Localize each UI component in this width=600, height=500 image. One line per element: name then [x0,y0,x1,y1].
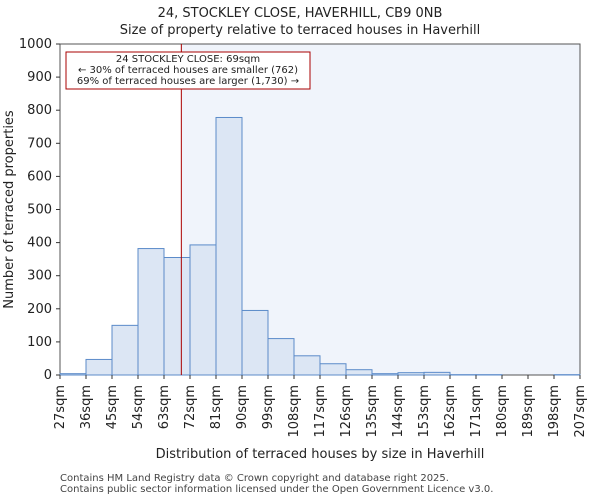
footer-line-2: Contains public sector information licen… [60,484,494,495]
y-tick-label: 400 [27,236,52,251]
histogram-bar [293,355,321,376]
x-tick-label: 108sqm [287,385,302,438]
x-tick-label: 198sqm [547,385,562,438]
histogram-bar [163,256,191,376]
footer-line-1: Contains HM Land Registry data © Crown c… [60,473,449,484]
x-tick-label: 126sqm [339,385,354,438]
histogram-bar [215,116,243,376]
x-tick-label: 90sqm [235,385,250,429]
histogram-bar [189,244,217,376]
y-tick-label: 500 [27,203,52,218]
x-tick-label: 180sqm [495,385,510,438]
x-tick-label: 54sqm [131,385,146,429]
attribution-footer: Contains HM Land Registry data © Crown c… [60,473,493,495]
y-tick-label: 800 [27,103,52,118]
x-tick-label: 63sqm [157,385,172,429]
histogram-bar [397,372,425,376]
y-tick-label: 200 [27,302,52,317]
y-tick-label: 0 [44,368,52,383]
x-tick-label: 45sqm [105,385,120,429]
x-tick-label: 135sqm [365,385,380,438]
histogram-bar [267,338,295,376]
x-axis-label: Distribution of terraced houses by size … [156,447,485,462]
histogram-bar [371,373,399,376]
y-tick-label: 300 [27,269,52,284]
x-tick-label: 207sqm [573,385,588,438]
annotation-line-2: ← 30% of terraced houses are smaller (76… [78,65,298,76]
histogram-bar [137,248,165,376]
y-tick-label: 100 [27,335,52,350]
histogram-bar [241,309,269,376]
chart-subtitle: Size of property relative to terraced ho… [119,23,481,38]
x-tick-label: 27sqm [53,385,68,429]
x-tick-label: 36sqm [79,385,94,429]
x-tick-label: 81sqm [209,385,224,429]
histogram-bar [85,358,113,376]
annotation-line-3: 69% of terraced houses are larger (1,730… [77,76,299,87]
y-tick-label: 900 [27,70,52,85]
histogram-bar [319,363,347,376]
histogram-bar [111,324,139,376]
x-tick-label: 162sqm [443,385,458,438]
histogram-bar [345,369,373,376]
x-tick-label: 189sqm [521,385,536,438]
annotation-line-1: 24 STOCKLEY CLOSE: 69sqm [116,54,260,65]
histogram-bar [59,373,87,376]
x-tick-label: 153sqm [417,385,432,438]
chart-title: 24, STOCKLEY CLOSE, HAVERHILL, CB9 0NB [157,6,443,21]
x-tick-label: 99sqm [261,385,276,429]
y-tick-label: 700 [27,136,52,151]
x-tick-label: 117sqm [313,385,328,438]
y-tick-label: 1000 [19,37,52,52]
x-tick-label: 171sqm [469,385,484,438]
x-tick-label: 144sqm [391,385,406,438]
annotation-box [65,51,311,90]
x-tick-label: 72sqm [183,385,198,429]
histogram-bar [423,371,451,376]
y-tick-label: 600 [27,169,52,184]
y-axis-label: Number of terraced properties [2,110,17,309]
